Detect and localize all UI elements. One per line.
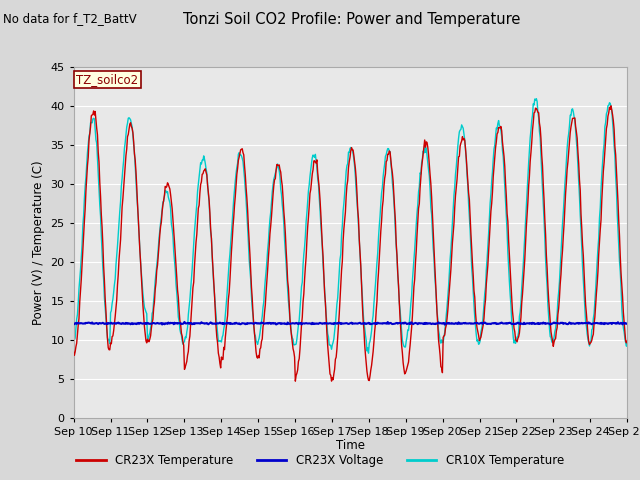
Y-axis label: Power (V) / Temperature (C): Power (V) / Temperature (C) bbox=[32, 160, 45, 324]
X-axis label: Time: Time bbox=[336, 439, 365, 453]
Text: Tonzi Soil CO2 Profile: Power and Temperature: Tonzi Soil CO2 Profile: Power and Temper… bbox=[183, 12, 521, 27]
Text: No data for f_T2_BattV: No data for f_T2_BattV bbox=[3, 12, 137, 25]
Legend: CR23X Temperature, CR23X Voltage, CR10X Temperature: CR23X Temperature, CR23X Voltage, CR10X … bbox=[71, 449, 569, 472]
Text: TZ_soilco2: TZ_soilco2 bbox=[76, 73, 138, 86]
